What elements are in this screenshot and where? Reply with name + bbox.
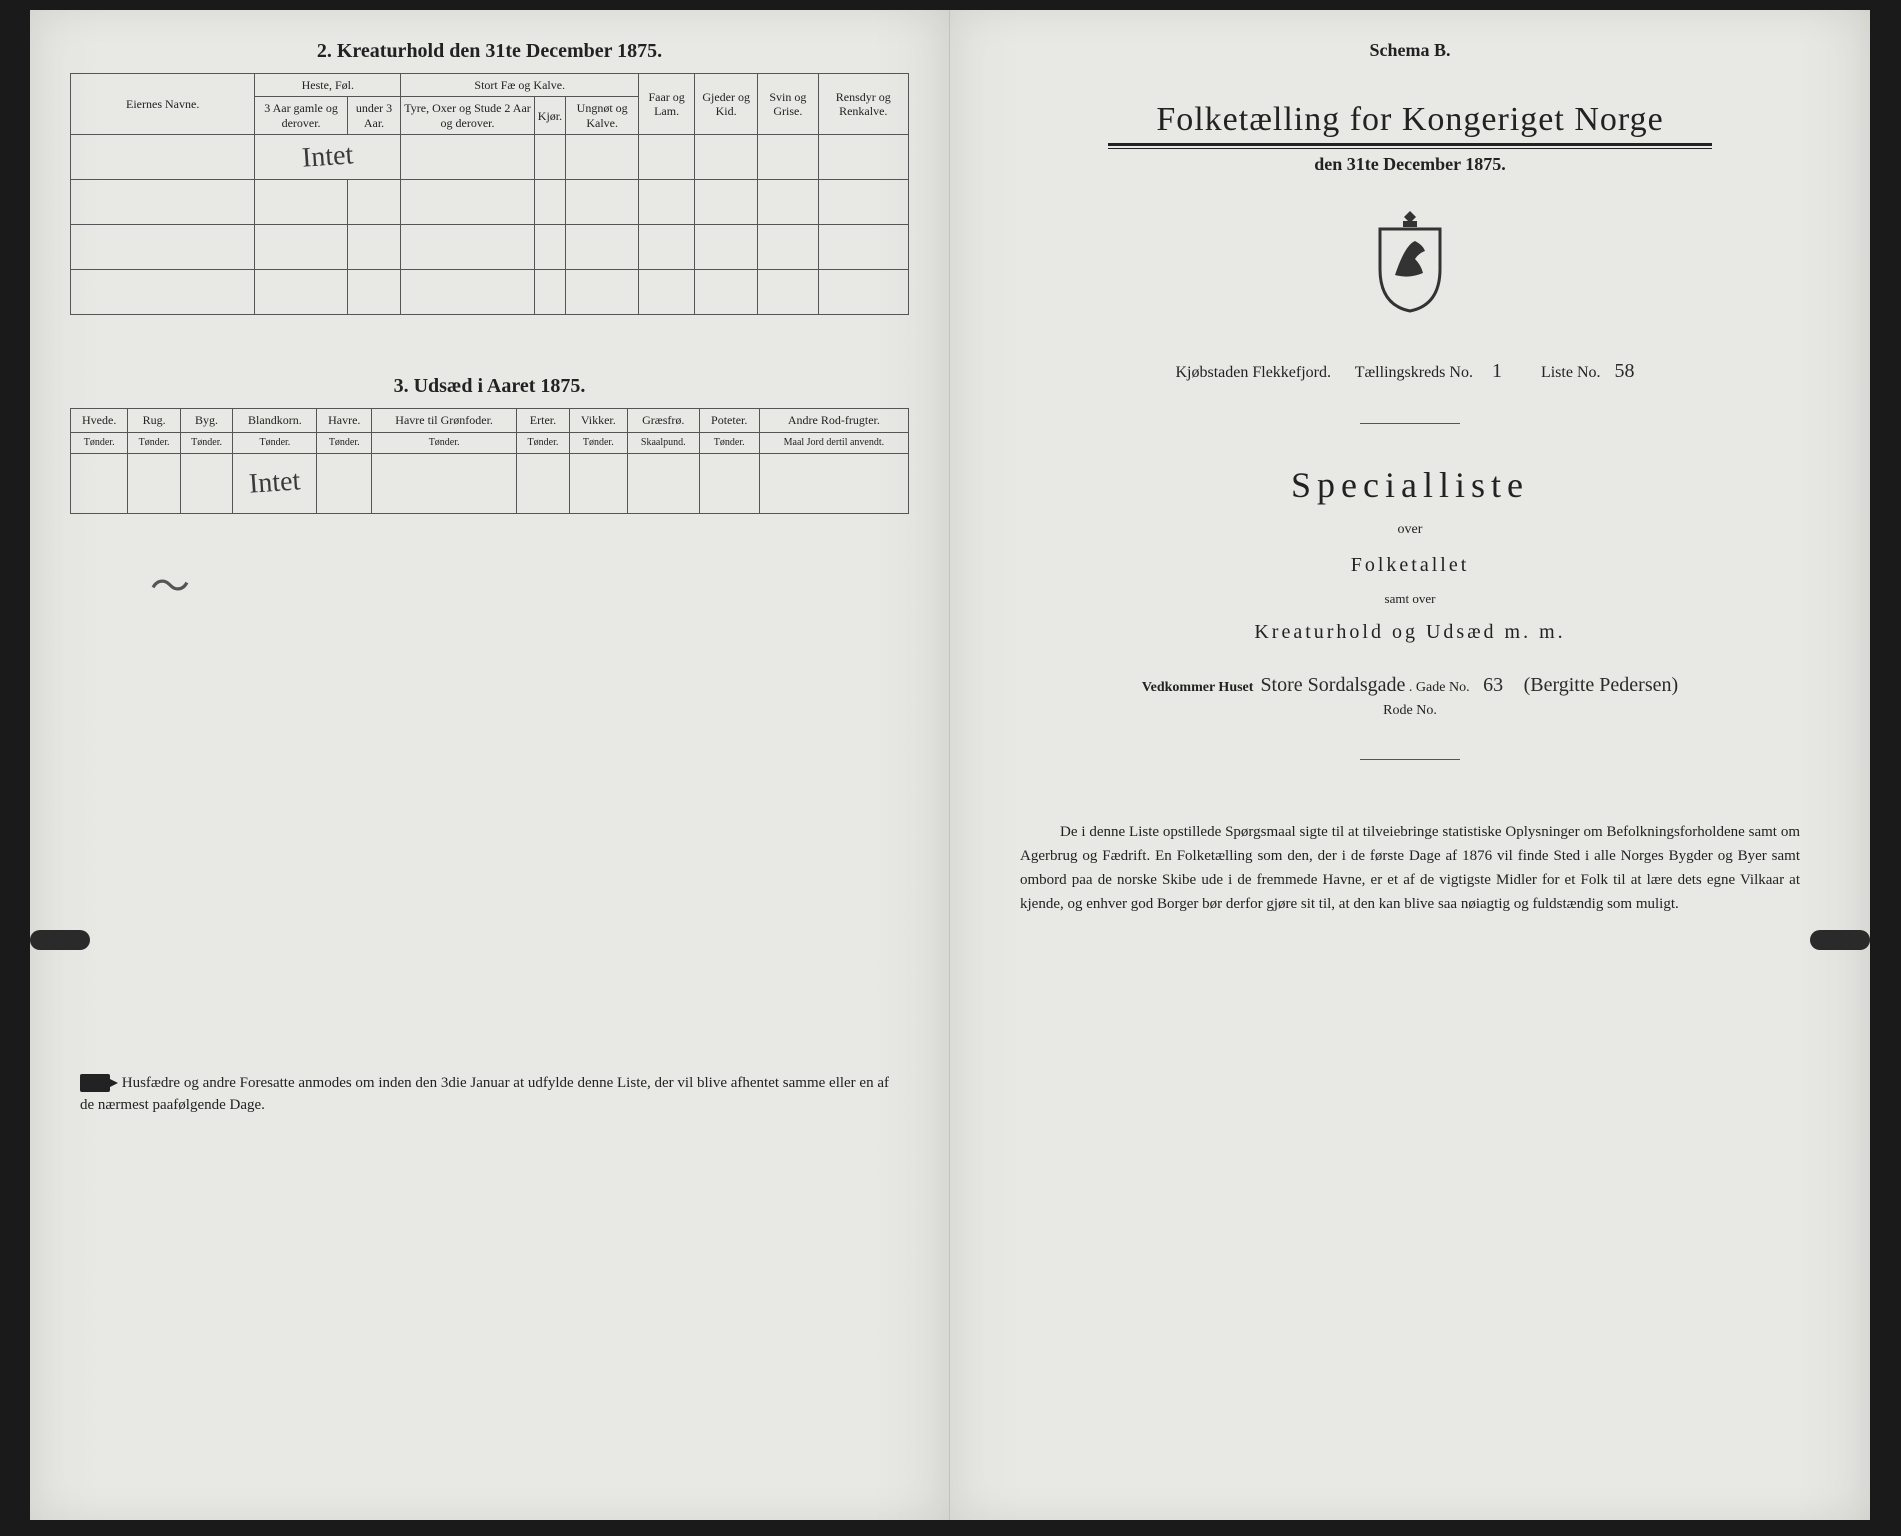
left-page: 2. Kreaturhold den 31te December 1875. E… — [30, 10, 950, 1520]
bottom-paragraph: De i denne Liste opstillede Spørgsmaal s… — [990, 820, 1830, 916]
rode-line: Rode No. — [990, 703, 1830, 719]
col-subheader: Tønder. — [71, 432, 128, 453]
folketallet-title: Folketallet — [990, 554, 1830, 577]
col-subheader: Tønder. — [180, 432, 232, 453]
footer-note-text: Husfædre og andre Foresatte anmodes om i… — [80, 1075, 889, 1114]
right-page: Schema B. Folketælling for Kongeriget No… — [950, 10, 1870, 1520]
house-line: Vedkommer Huset Store Sordalsgade . Gade… — [990, 674, 1830, 697]
binder-clip-left — [30, 930, 90, 950]
col-header: Erter. — [517, 409, 569, 432]
handwritten-intet-2: Intet — [248, 465, 301, 501]
col-subheader: Tønder. — [699, 432, 759, 453]
col-header: Græsfrø. — [627, 409, 699, 432]
col-subheader: Tønder. — [233, 432, 317, 453]
taellingskreds-value: 1 — [1477, 360, 1517, 383]
kreaturhold-line: Kreaturhold og Udsæd m. m. — [990, 621, 1830, 644]
col-fae-2: Kjør. — [534, 97, 565, 135]
main-title-text: Folketælling for Kongeriget Norge — [1156, 101, 1663, 138]
col-header: Rug. — [128, 409, 180, 432]
col-subheader: Tønder. — [372, 432, 517, 453]
footer-note: Husfædre og andre Foresatte anmodes om i… — [70, 1072, 909, 1117]
col-faar: Faar og Lam. — [639, 74, 695, 135]
binder-clip-right — [1810, 930, 1870, 950]
kjobstaden-label: Kjøbstaden Flekkefjord. — [1175, 364, 1331, 381]
livestock-table: Eiernes Navne. Heste, Føl. Stort Fæ og K… — [70, 73, 909, 315]
flourish-mark: 〜 — [150, 554, 909, 612]
table-row — [71, 180, 909, 225]
specialliste-title: Specialliste — [990, 464, 1830, 506]
col-subheader: Skaalpund. — [627, 432, 699, 453]
col-header: Hvede. — [71, 409, 128, 432]
schema-label: Schema B. — [990, 40, 1830, 61]
table-row: Intet — [71, 453, 909, 513]
col-header: Havre til Grønfoder. — [372, 409, 517, 432]
col-stortfae: Stort Fæ og Kalve. — [401, 74, 639, 97]
col-svin: Svin og Grise. — [758, 74, 818, 135]
liste-label: Liste No. — [1541, 364, 1601, 381]
col-gjeder: Gjeder og Kid. — [695, 74, 758, 135]
col-subheader: Tønder. — [128, 432, 180, 453]
col-subheader: Maal Jord dertil anvendt. — [759, 432, 908, 453]
col-fae-1: Tyre, Oxer og Stude 2 Aar og derover. — [401, 97, 535, 135]
col-header: Havre. — [317, 409, 372, 432]
table-row — [71, 270, 909, 315]
col-subheader: Tønder. — [517, 432, 569, 453]
col-header: Andre Rod-frugter. — [759, 409, 908, 432]
col-header: Blandkorn. — [233, 409, 317, 432]
col-heste: Heste, Føl. — [255, 74, 401, 97]
col-header: Vikker. — [569, 409, 627, 432]
col-header: Byg. — [180, 409, 232, 432]
col-subheader: Tønder. — [569, 432, 627, 453]
table-row — [71, 225, 909, 270]
pointing-hand-icon — [80, 1074, 110, 1092]
col-subheader: Tønder. — [317, 432, 372, 453]
bottom-paragraph-text: De i denne Liste opstillede Spørgsmaal s… — [1020, 824, 1800, 912]
over-text-1: over — [990, 522, 1830, 538]
col-rensdyr: Rensdyr og Renkalve. — [818, 74, 909, 135]
section-2-title: 2. Kreaturhold den 31te December 1875. — [70, 40, 909, 63]
vedkommer-label: Vedkommer Huset — [1142, 680, 1254, 695]
gade-label: . Gade No. — [1409, 680, 1470, 695]
district-line: Kjøbstaden Flekkefjord. Tællingskreds No… — [990, 360, 1830, 383]
col-heste-1: 3 Aar gamle og derover. — [255, 97, 347, 135]
liste-value: 58 — [1605, 360, 1645, 383]
table-row: Intet — [71, 135, 909, 180]
owner-name-value: (Bergitte Pedersen) — [1524, 674, 1679, 697]
sub-date: den 31te December 1875. — [990, 154, 1830, 175]
samt-over-text: samt over — [990, 591, 1830, 607]
main-title: Folketælling for Kongeriget Norge — [990, 101, 1830, 146]
sowing-table: Hvede.Rug.Byg.Blandkorn.Havre.Havre til … — [70, 408, 909, 513]
gade-value: 63 — [1473, 674, 1513, 697]
handwritten-intet-1: Intet — [301, 139, 354, 175]
house-name-value: Store Sordalsgade — [1260, 674, 1405, 697]
col-eiernes: Eiernes Navne. — [71, 74, 255, 135]
col-header: Poteter. — [699, 409, 759, 432]
taellingskreds-label: Tællingskreds No. — [1355, 364, 1473, 381]
section-3-title: 3. Udsæd i Aaret 1875. — [70, 375, 909, 398]
col-heste-2: under 3 Aar. — [347, 97, 401, 135]
coat-of-arms-icon — [990, 205, 1830, 320]
col-fae-3: Ungnøt og Kalve. — [566, 97, 639, 135]
